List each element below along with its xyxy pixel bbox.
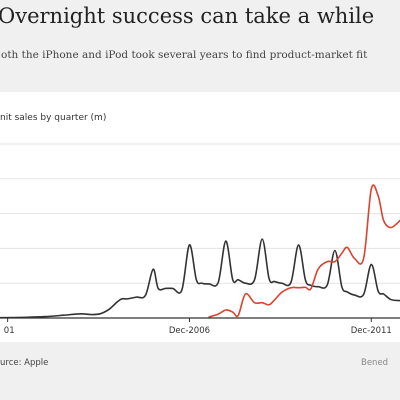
x-tick-label-2: Dec-2011 bbox=[351, 326, 392, 336]
chart-subtitle: oth the iPhone and iPod took several yea… bbox=[1, 49, 368, 61]
line-chart: nit sales by quarter (m) 01 Dec-2006 Dec-2… bbox=[0, 113, 400, 336]
x-tick-label-0: 01 bbox=[4, 326, 15, 336]
author-credit: Bened bbox=[361, 358, 389, 368]
series-lines bbox=[0, 184, 400, 319]
series-line-iphone bbox=[208, 184, 400, 318]
x-tick-label-1: Dec-2006 bbox=[169, 326, 210, 336]
gridlines bbox=[0, 143, 400, 284]
chart-title: Overnight success can take a while bbox=[0, 4, 375, 28]
y-axis-label: nit sales by quarter (m) bbox=[0, 113, 106, 123]
series-line-ipod bbox=[0, 238, 400, 319]
x-axis-ticks: 01 Dec-2006 Dec-2011 bbox=[4, 318, 392, 336]
chart-panel: nit sales by quarter (m) 01 Dec-2006 Dec-2… bbox=[0, 92, 400, 342]
source-note: urce: Apple bbox=[0, 358, 49, 368]
